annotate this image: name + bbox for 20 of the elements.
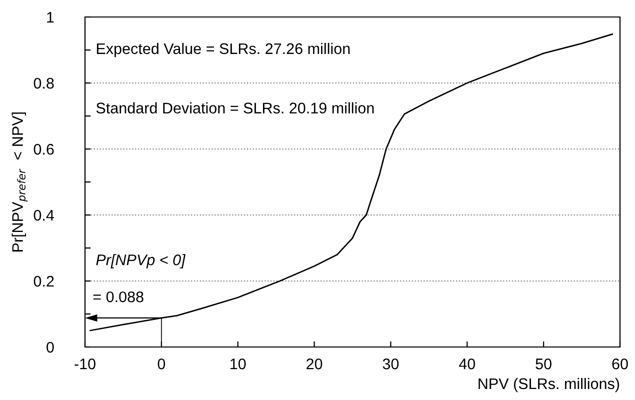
x-tick-label: 50 [536, 358, 552, 370]
y-tick-label: 1 [47, 12, 54, 23]
x-tick-label: 60 [612, 358, 628, 370]
y-tick-label: 0.8 [34, 78, 54, 89]
y-tick-label: 0.4 [34, 210, 54, 221]
annotation: Expected Value = SLRs. 27.26 million [96, 42, 350, 58]
x-tick-label: -10 [74, 358, 96, 370]
y-axis-title: Pr[NPV$_{prefer}$ < NPV] [12, 112, 28, 252]
x-tick-label: 30 [382, 358, 399, 370]
x-tick-label: 20 [306, 358, 322, 370]
y-tick-label: 0.2 [34, 276, 54, 287]
x-tick-label: 10 [230, 358, 246, 370]
x-tick-label: 40 [459, 358, 476, 370]
x-axis-title: NPV (SLRs. millions) [478, 378, 620, 392]
x-tick-label: 0 [158, 358, 166, 370]
annotation: = 0.088 [93, 291, 144, 302]
y-tick-label: 0 [46, 342, 54, 353]
annotation: Pr[NPVp < 0] [96, 254, 186, 268]
annotation: Standard Deviation = SLRs. 20.19 million [96, 102, 374, 114]
y-tick-label: 0.6 [34, 144, 54, 155]
